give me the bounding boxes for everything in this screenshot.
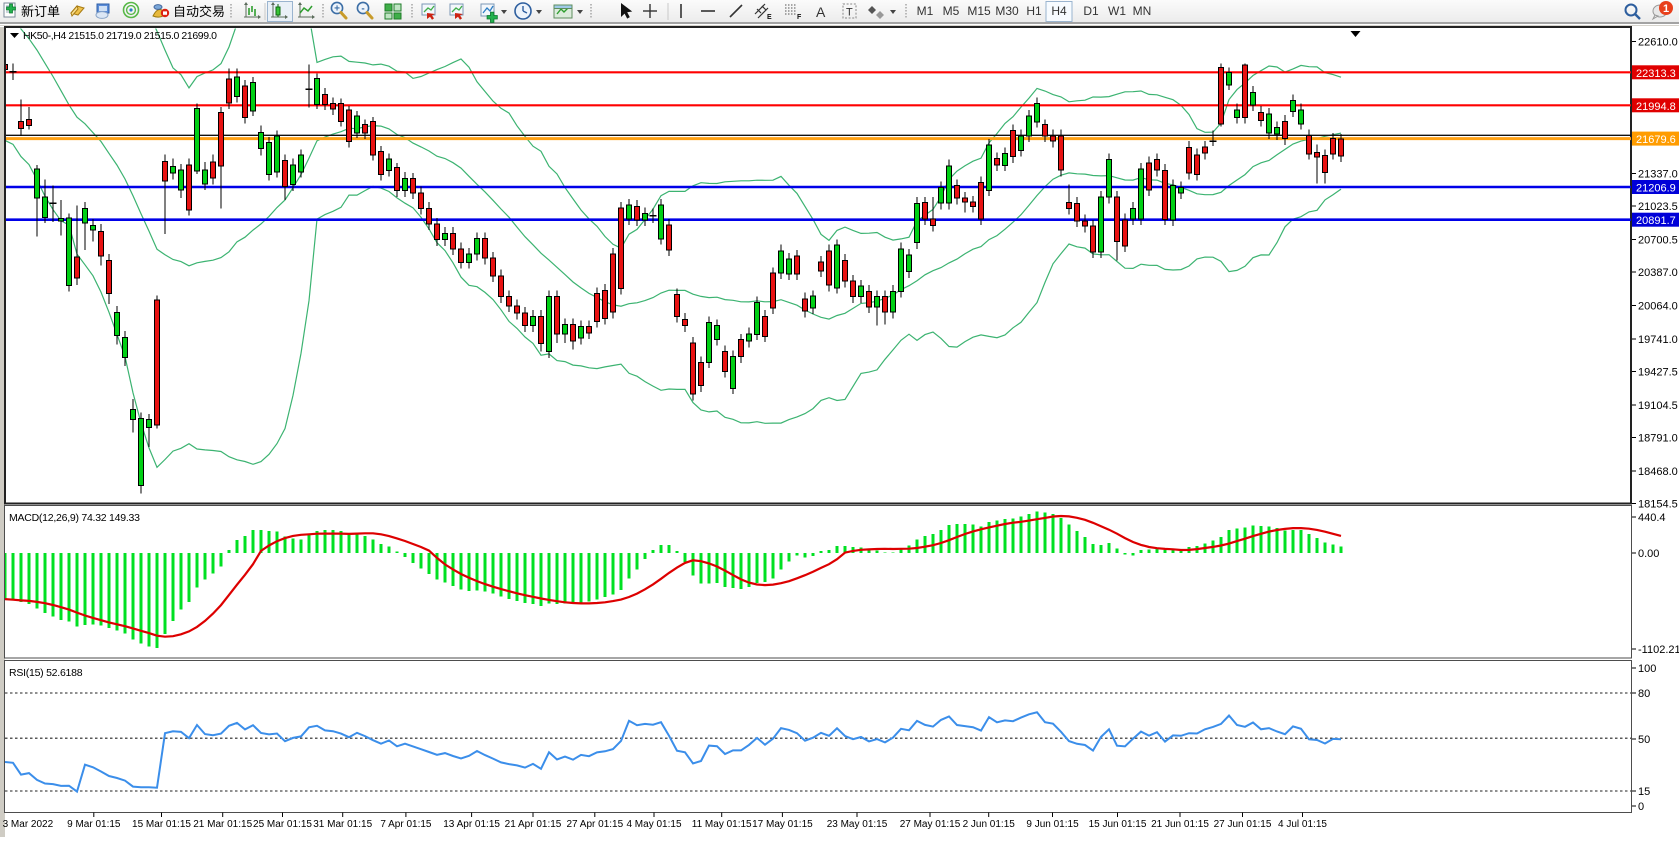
svg-text:18468.0: 18468.0 xyxy=(1638,466,1678,478)
svg-text:20387.0: 20387.0 xyxy=(1638,267,1678,279)
svg-text:-1102.21: -1102.21 xyxy=(1638,644,1679,656)
svg-text:27 May 01:15: 27 May 01:15 xyxy=(900,819,961,830)
svg-text:4 Jul 01:15: 4 Jul 01:15 xyxy=(1278,819,1327,830)
svg-text:W1: W1 xyxy=(1108,4,1126,18)
svg-text:21206.9: 21206.9 xyxy=(1636,183,1676,195)
svg-text:15: 15 xyxy=(1638,786,1650,798)
svg-text:19104.5: 19104.5 xyxy=(1638,400,1678,412)
svg-text:27 Apr 01:15: 27 Apr 01:15 xyxy=(566,819,623,830)
svg-text:+: + xyxy=(334,4,340,15)
svg-text:E: E xyxy=(767,14,772,21)
svg-text:D1: D1 xyxy=(1083,4,1099,18)
svg-text:M5: M5 xyxy=(943,4,960,18)
svg-text:21994.8: 21994.8 xyxy=(1636,101,1676,113)
svg-text:31 Mar 01:15: 31 Mar 01:15 xyxy=(313,819,372,830)
svg-text:80: 80 xyxy=(1638,688,1650,700)
svg-text:19741.0: 19741.0 xyxy=(1638,334,1678,346)
svg-text:20891.7: 20891.7 xyxy=(1636,215,1676,227)
svg-text:22313.3: 22313.3 xyxy=(1636,68,1676,80)
svg-text:H1: H1 xyxy=(1026,4,1042,18)
svg-text:-: - xyxy=(361,4,364,15)
svg-text:18154.5: 18154.5 xyxy=(1638,499,1678,511)
svg-text:20700.5: 20700.5 xyxy=(1638,235,1678,247)
svg-text:11 May 01:15: 11 May 01:15 xyxy=(692,819,752,830)
svg-text:22610.0: 22610.0 xyxy=(1638,37,1678,49)
svg-text:15 Jun 01:15: 15 Jun 01:15 xyxy=(1089,819,1147,830)
svg-text:H4: H4 xyxy=(1051,4,1067,18)
svg-text:F: F xyxy=(797,14,802,21)
svg-text:23 May 01:15: 23 May 01:15 xyxy=(827,819,888,830)
svg-text:21679.6: 21679.6 xyxy=(1636,134,1676,146)
svg-text:HK50-,H4 21515.0 21719.0 2151: HK50-,H4 21515.0 21719.0 21515.0 21699.0 xyxy=(23,30,217,42)
svg-text:M15: M15 xyxy=(967,4,991,18)
svg-text:MN: MN xyxy=(1133,4,1152,18)
svg-text:25 Mar 01:15: 25 Mar 01:15 xyxy=(253,819,312,830)
svg-text:17 May 01:15: 17 May 01:15 xyxy=(752,819,813,830)
svg-text:M30: M30 xyxy=(995,4,1019,18)
svg-text:4 May 01:15: 4 May 01:15 xyxy=(626,819,681,830)
svg-text:A: A xyxy=(816,4,826,20)
svg-text:19427.5: 19427.5 xyxy=(1638,367,1678,379)
svg-text:18791.0: 18791.0 xyxy=(1638,433,1678,445)
svg-text:21023.5: 21023.5 xyxy=(1638,201,1678,213)
svg-text:27 Jun 01:15: 27 Jun 01:15 xyxy=(1214,819,1272,830)
svg-text:T: T xyxy=(846,7,853,19)
svg-text:9 Mar 01:15: 9 Mar 01:15 xyxy=(67,819,121,830)
svg-text:13 Apr 01:15: 13 Apr 01:15 xyxy=(443,819,500,830)
svg-text:0: 0 xyxy=(1638,801,1644,813)
svg-text:440.4: 440.4 xyxy=(1638,512,1666,524)
svg-text:3 Mar 2022: 3 Mar 2022 xyxy=(3,819,54,830)
svg-text:1: 1 xyxy=(1663,3,1669,15)
svg-text:15 Mar 01:15: 15 Mar 01:15 xyxy=(132,819,191,830)
svg-text:100: 100 xyxy=(1638,663,1656,675)
svg-text:9 Jun 01:15: 9 Jun 01:15 xyxy=(1026,819,1079,830)
svg-text:MACD(12,26,9) 74.32 149.33: MACD(12,26,9) 74.32 149.33 xyxy=(9,512,140,524)
svg-text:21 Jun 01:15: 21 Jun 01:15 xyxy=(1151,819,1209,830)
svg-text:50: 50 xyxy=(1638,734,1650,746)
svg-text:2 Jun 01:15: 2 Jun 01:15 xyxy=(963,819,1016,830)
svg-text:21 Mar 01:15: 21 Mar 01:15 xyxy=(193,819,252,830)
svg-text:0.00: 0.00 xyxy=(1638,548,1659,560)
svg-text:21 Apr 01:15: 21 Apr 01:15 xyxy=(505,819,562,830)
svg-text:M1: M1 xyxy=(917,4,934,18)
svg-text:RSI(15) 52.6188: RSI(15) 52.6188 xyxy=(9,667,83,679)
svg-text:7 Apr 01:15: 7 Apr 01:15 xyxy=(380,819,432,830)
svg-text:21337.0: 21337.0 xyxy=(1638,169,1678,181)
svg-text:20064.0: 20064.0 xyxy=(1638,301,1678,313)
